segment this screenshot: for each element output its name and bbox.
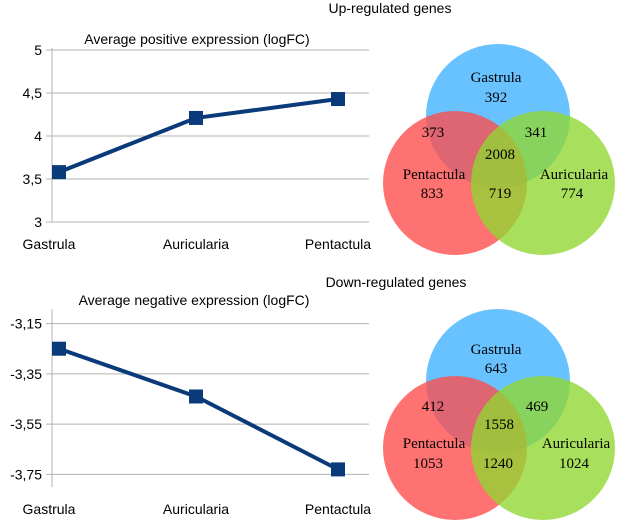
- y-tick-label: 4,5: [23, 85, 43, 101]
- y-tick-labels: 3 3,5 4 4,5 5: [23, 42, 43, 230]
- y-tick-label: -3,75: [10, 466, 42, 482]
- venn-label-pentactula: Pentactula: [403, 436, 466, 452]
- venn-count-gastrula-only: 392: [485, 90, 508, 106]
- venn-count-gastrula-auricularia: 469: [526, 399, 549, 415]
- venn-label-gastrula: Gastrula: [471, 342, 522, 358]
- venn-count-gastrula-pentactula: 373: [422, 125, 445, 141]
- y-tick-label: 3,5: [23, 171, 43, 187]
- series-line: [58, 346, 339, 472]
- up-regulated-section: Up-regulated genes 3 3,5 4 4,5 5 Gastrula Aur…: [23, 0, 615, 255]
- chart-title: Average positive expression (logFC): [84, 31, 309, 47]
- data-point-marker: [52, 165, 66, 180]
- x-tick-labels: Gastrula Auricularia Pentactula: [23, 501, 372, 517]
- chart-axes: [46, 309, 53, 487]
- series-markers: [52, 341, 345, 477]
- x-tick-label: Auricularia: [163, 501, 229, 517]
- down-regulated-section: Down-regulated genes -3,15 -3,35 -3,55 -3,7…: [10, 274, 615, 520]
- venn-count-gastrula-only: 643: [485, 361, 508, 377]
- y-tick-label: -3,55: [10, 416, 42, 432]
- venn-count-all-three: 1558: [484, 417, 514, 433]
- y-tick-labels: -3,15 -3,35 -3,55 -3,75: [10, 316, 42, 483]
- data-point-marker: [52, 341, 66, 356]
- up-regulated-venn: Gastrula 392 373 341 2008 Pentactula 833…: [383, 44, 615, 255]
- chart-axes: [46, 48, 53, 223]
- section-title-up: Up-regulated genes: [329, 0, 452, 16]
- venn-count-pentactula-auricularia: 719: [489, 186, 512, 202]
- negative-expression-chart: -3,15 -3,35 -3,55 -3,75 Gastrula Auricularia…: [10, 292, 371, 517]
- y-tick-label: -3,35: [10, 366, 42, 382]
- venn-count-gastrula-auricularia: 341: [525, 125, 548, 141]
- venn-circle-auricularia: [471, 376, 615, 520]
- y-tick-label: -3,15: [10, 316, 42, 332]
- series-markers: [52, 92, 345, 180]
- data-point-marker: [331, 462, 345, 477]
- venn-count-pentactula-only: 1053: [413, 456, 443, 472]
- x-tick-label: Pentactula: [305, 501, 371, 517]
- venn-count-auricularia-only: 1024: [559, 456, 590, 472]
- series-line-path: [58, 346, 339, 472]
- x-tick-label: Gastrula: [23, 501, 76, 517]
- data-point-marker: [189, 389, 203, 404]
- venn-label-auricularia: Auricularia: [542, 436, 611, 452]
- venn-count-all-three: 2008: [485, 147, 515, 163]
- chart-title: Average negative expression (logFC): [79, 292, 310, 308]
- data-point-marker: [331, 92, 345, 107]
- section-title-down: Down-regulated genes: [326, 274, 467, 290]
- positive-expression-chart: 33,544,55 Gastrula Auricularia Pentactula …: [23, 31, 372, 252]
- down-regulated-venn: Gastrula 643 412 469 1558 Pentactula 105…: [383, 309, 615, 520]
- venn-count-gastrula-pentactula: 412: [422, 399, 445, 415]
- data-point-marker: [189, 110, 203, 125]
- venn-label-auricularia: Auricularia: [540, 167, 609, 183]
- chart-grid: [52, 323, 369, 475]
- x-tick-labels: Gastrula Auricularia Pentactula: [23, 236, 372, 252]
- x-tick-label: Auricularia: [163, 236, 229, 252]
- venn-label-pentactula: Pentactula: [403, 167, 466, 183]
- venn-circle-auricularia: [471, 111, 615, 255]
- y-tick-label: 3: [34, 214, 42, 230]
- x-tick-label: Gastrula: [23, 236, 76, 252]
- x-tick-label: Pentactula: [305, 236, 371, 252]
- venn-label-gastrula: Gastrula: [471, 70, 522, 86]
- venn-count-pentactula-auricularia: 1240: [483, 456, 513, 472]
- y-tick-label: 4: [34, 128, 42, 144]
- venn-count-pentactula-only: 833: [421, 186, 444, 202]
- venn-count-auricularia-only: 774: [561, 186, 584, 202]
- y-tick-label: 5: [34, 42, 42, 58]
- chart-grid: [52, 49, 369, 223]
